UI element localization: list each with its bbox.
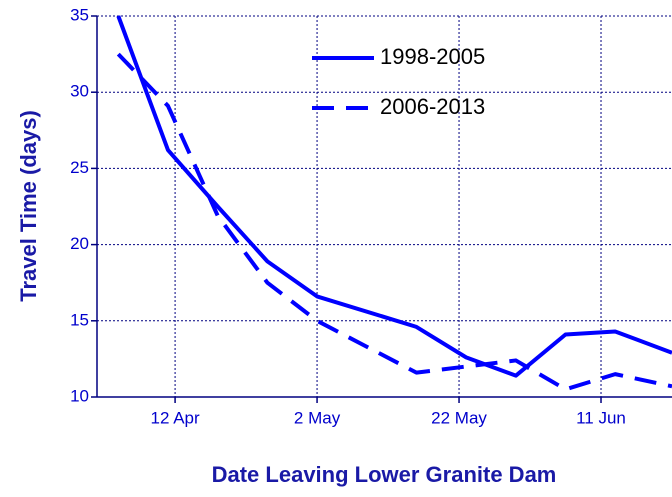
legend-label: 2006-2013 [380, 94, 485, 119]
y-tick-label: 35 [70, 5, 89, 24]
y-axis-title: Travel Time (days) [16, 110, 41, 302]
y-tick-label: 10 [70, 386, 89, 405]
data-line [116, 15, 672, 378]
y-tick-label: 25 [70, 158, 89, 177]
y-tick-label: 30 [70, 82, 89, 101]
x-tick-label: 2 May [294, 408, 341, 427]
data-line [116, 52, 672, 392]
x-tick-label: 12 Apr [151, 408, 200, 427]
x-tick-label: 11 Jun [576, 408, 626, 427]
x-axis-title: Date Leaving Lower Granite Dam [212, 462, 557, 487]
legend-label: 1998-2005 [380, 44, 485, 69]
y-tick-label: 20 [70, 234, 89, 253]
x-tick-label: 22 May [431, 408, 487, 427]
y-tick-label: 15 [70, 310, 89, 329]
